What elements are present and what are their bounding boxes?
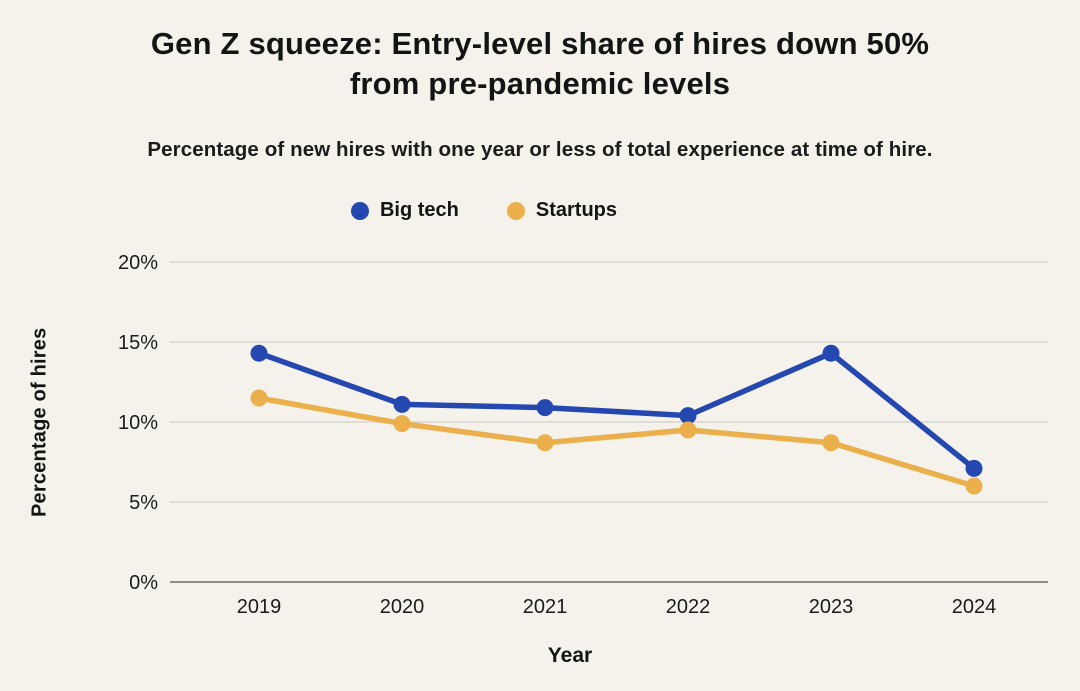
- chart-title-line1: Gen Z squeeze: Entry-level share of hire…: [150, 26, 930, 61]
- chart-subtitle: Percentage of new hires with one year or…: [147, 138, 933, 161]
- legend-swatch-startups-icon: [506, 201, 525, 220]
- y-tick-label-5: 5%: [129, 492, 158, 514]
- point-startups-2023: [822, 434, 840, 452]
- chart-title: Gen Z squeeze: Entry-level share of hire…: [0, 24, 1080, 104]
- point-big-tech-2021: [536, 399, 554, 417]
- y-axis-title: Percentage of hires: [28, 327, 51, 517]
- legend: Big tech Startups: [350, 199, 618, 222]
- x-tick-label-2019: 2019: [237, 596, 282, 618]
- chart-title-line2: from pre-pandemic levels: [349, 66, 731, 101]
- line-big-tech: [256, 350, 977, 472]
- x-tick-label-2023: 2023: [809, 596, 854, 618]
- y-tick-label-20: 20%: [118, 252, 158, 274]
- x-tick-label-2020: 2020: [380, 596, 425, 618]
- point-startups-2019: [250, 389, 268, 407]
- y-tick-label-10: 10%: [118, 412, 158, 434]
- legend-label-big-tech: Big tech: [379, 199, 459, 221]
- x-tick-label-2021: 2021: [523, 596, 568, 618]
- legend-label-startups: Startups: [535, 199, 618, 221]
- point-big-tech-2023: [822, 344, 840, 362]
- point-startups-2022: [679, 421, 697, 439]
- x-axis-title: Year: [547, 644, 593, 667]
- point-big-tech-2019: [250, 344, 268, 362]
- point-big-tech-2024: [965, 459, 983, 477]
- line-startups: [256, 395, 977, 489]
- y-tick-label-15: 15%: [118, 332, 158, 354]
- x-tick-label-2024: 2024: [952, 596, 997, 618]
- point-startups-2021: [536, 434, 554, 452]
- legend-item-startups: Startups: [506, 199, 618, 222]
- point-startups-2024: [965, 477, 983, 495]
- y-tick-label-0: 0%: [129, 572, 158, 594]
- legend-item-big-tech: Big tech: [350, 199, 459, 222]
- x-tick-label-2022: 2022: [666, 596, 711, 618]
- legend-swatch-big-tech-icon: [350, 201, 369, 220]
- point-big-tech-2022: [679, 407, 697, 425]
- point-startups-2020: [393, 415, 411, 433]
- point-big-tech-2020: [393, 395, 411, 413]
